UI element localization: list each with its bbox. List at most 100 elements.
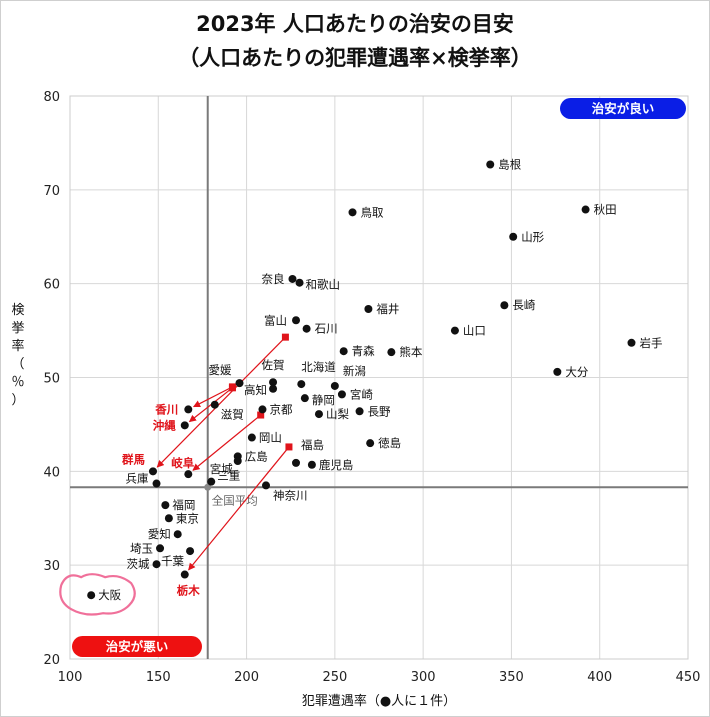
data-point (627, 338, 636, 347)
point-label: 大分 (565, 365, 588, 379)
x-tick-label: 200 (234, 670, 259, 685)
data-point (233, 457, 242, 466)
data-point (297, 380, 306, 389)
x-tick-label: 250 (322, 670, 347, 685)
data-point (186, 547, 195, 556)
data-point (269, 384, 278, 393)
point-label: 宮崎 (350, 387, 373, 401)
movement-arrow (156, 336, 286, 468)
data-point (156, 544, 165, 553)
data-point (366, 439, 375, 448)
data-point (269, 378, 278, 387)
point-label: 滋賀 (221, 408, 244, 422)
point-label: 茨城 (127, 557, 150, 571)
data-point (173, 530, 182, 539)
badge-good (560, 98, 686, 119)
point-label: 千葉 (161, 554, 184, 568)
y-tick-label: 60 (43, 278, 60, 293)
y-tick-label: 50 (43, 372, 60, 387)
data-point (302, 324, 311, 333)
point-label: 石川 (315, 322, 338, 336)
point-label: 福井 (376, 302, 399, 316)
point-label: 福島 (301, 438, 324, 452)
data-point (355, 407, 364, 416)
point-label: 愛知 (148, 527, 171, 541)
data-point (180, 570, 189, 579)
point-label: 大阪 (98, 588, 121, 602)
point-label: 島根 (498, 157, 521, 171)
point-label: 秋田 (594, 203, 617, 217)
data-point (292, 316, 301, 325)
point-label: 静岡 (312, 393, 335, 407)
point-label: 奈良 (261, 272, 284, 286)
chart-title: 2023年 人口あたりの治安の目安 (196, 12, 514, 36)
data-point (164, 514, 173, 523)
point-label: 群馬 (121, 452, 145, 466)
x-axis-title: 犯罪遭遇率（●人に１件） (302, 693, 456, 709)
point-label: 沖縄 (153, 418, 176, 432)
y-tick-label: 40 (43, 465, 60, 480)
data-point (486, 160, 495, 169)
x-tick-label: 350 (499, 670, 524, 685)
data-point (581, 205, 590, 214)
data-point (152, 479, 161, 488)
point-label: 佐賀 (262, 358, 285, 372)
x-tick-label: 300 (411, 670, 436, 685)
data-point (261, 481, 270, 490)
data-point (339, 347, 348, 356)
data-point (184, 470, 193, 479)
point-label: 岩手 (639, 336, 662, 350)
highlight-scribble (59, 573, 136, 616)
point-label: 岐阜 (171, 456, 194, 470)
data-point (235, 379, 244, 388)
point-label: 山梨 (326, 407, 349, 421)
point-label: 愛媛 (209, 363, 232, 377)
point-label: 青森 (352, 344, 375, 358)
point-label: 高知 (244, 383, 267, 397)
data-point (180, 421, 189, 430)
point-label: 山形 (521, 230, 544, 244)
point-label: 鳥取 (361, 205, 384, 219)
point-label: 富山 (264, 313, 287, 327)
point-label: 鹿児島 (319, 458, 354, 472)
point-label: 兵庫 (126, 472, 149, 486)
data-point (152, 560, 161, 569)
point-label: 和歌山 (306, 278, 341, 292)
point-label: 東京 (176, 511, 199, 525)
point-label: 広島 (245, 449, 268, 463)
chart-subtitle: （人口あたりの犯罪遭遇率×検挙率） (178, 46, 532, 70)
y-tick-label: 70 (43, 184, 60, 199)
data-point (87, 591, 96, 600)
movement-arrow (193, 386, 233, 408)
data-point (207, 477, 216, 486)
data-point (330, 381, 339, 390)
data-point (210, 400, 219, 409)
data-point (348, 208, 357, 217)
point-label: 福岡 (172, 498, 195, 512)
data-point (337, 390, 346, 399)
data-point (387, 348, 396, 357)
y-tick-label: 30 (43, 559, 60, 574)
average-point (204, 483, 212, 491)
data-point (314, 410, 323, 419)
average-label: 全国平均 (212, 493, 258, 507)
point-label: 神奈川 (273, 488, 308, 502)
point-label: 長野 (368, 404, 391, 418)
point-label: 新潟 (343, 364, 366, 378)
data-point (553, 367, 562, 376)
point-label: 岡山 (259, 431, 282, 445)
badge-bad (72, 636, 202, 657)
plot-area (69, 95, 689, 660)
point-label: 埼玉 (130, 541, 153, 555)
y-tick-label: 80 (43, 90, 60, 105)
x-tick-label: 450 (676, 670, 701, 685)
y-tick-label: 20 (43, 653, 60, 668)
badge-bad-label: 治安が悪い (106, 639, 169, 654)
data-point (307, 460, 316, 469)
data-point (292, 458, 301, 467)
x-tick-label: 100 (58, 670, 83, 685)
point-label: 宮城 (210, 462, 233, 476)
point-label: 京都 (269, 402, 292, 416)
data-point (295, 278, 304, 287)
x-tick-label: 150 (146, 670, 171, 685)
